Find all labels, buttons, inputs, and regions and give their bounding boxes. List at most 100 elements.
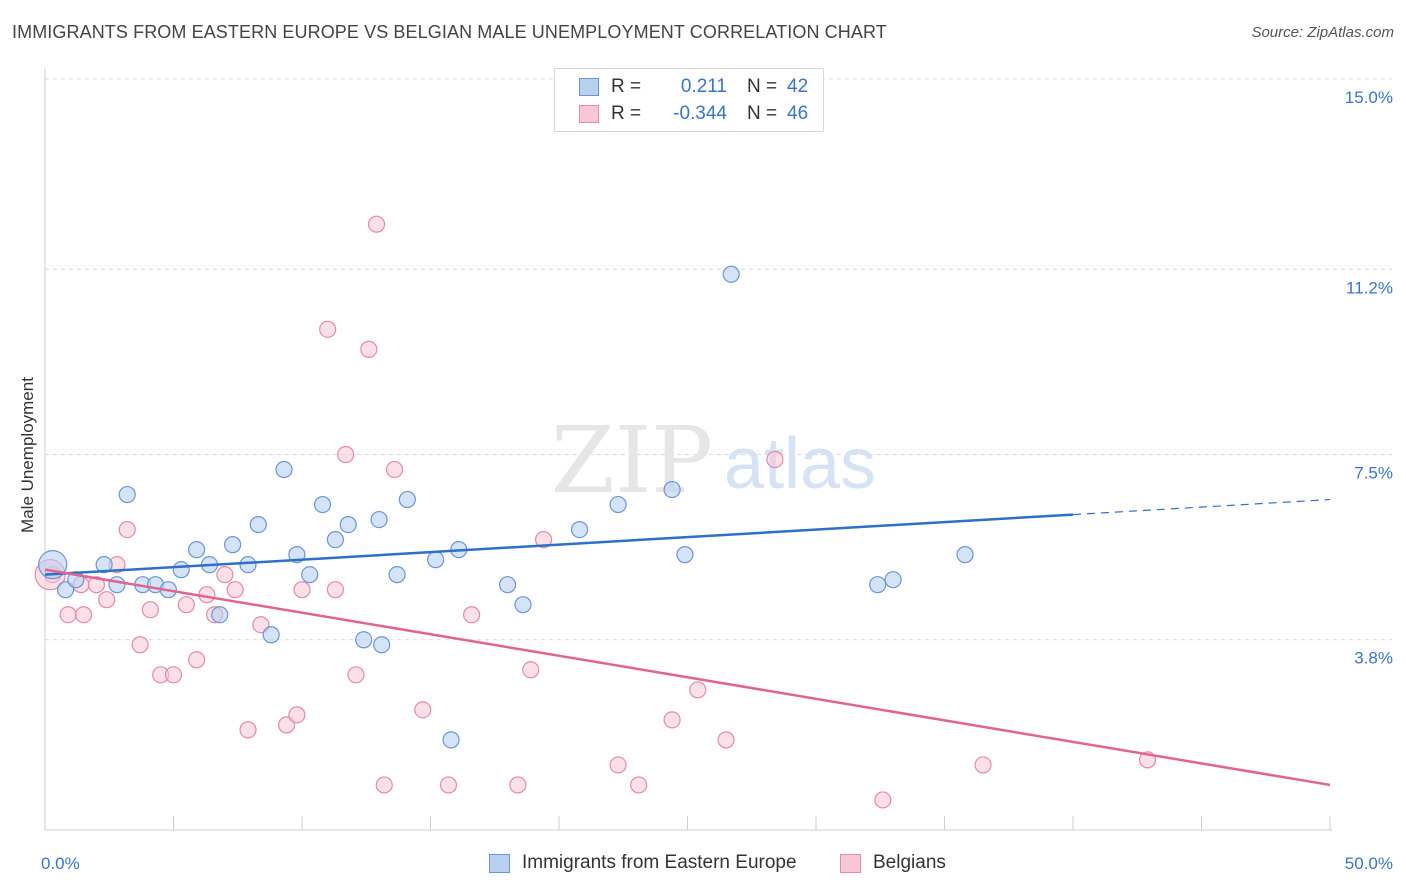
immigrants-point [427, 551, 445, 569]
y-tick-label-0: 3.8% [1354, 649, 1393, 668]
immigrants-point [262, 626, 280, 644]
belgians-point [385, 460, 404, 479]
y-tick-label-1: 7.5% [1354, 464, 1393, 483]
y-tick-label-2: 11.2% [1346, 278, 1393, 297]
immigrants-point [326, 531, 345, 549]
immigrants-trend-extension [1072, 498, 1331, 516]
belgians-point [59, 606, 77, 624]
immigrants-point [388, 566, 406, 584]
r-label: R = [611, 103, 642, 124]
immigrants-point [663, 480, 681, 499]
belgians-point [766, 450, 784, 469]
legend-swatch-pink [579, 105, 599, 123]
immigrants-point [514, 596, 532, 614]
belgians-point [534, 531, 553, 549]
belgians-point [522, 661, 540, 679]
legend-item-immigrants[interactable]: Immigrants from Eastern Europe [489, 852, 797, 874]
belgians-point [252, 616, 270, 634]
immigrants-point [355, 631, 373, 649]
immigrants-point [95, 556, 113, 574]
gridlines [45, 78, 1392, 641]
immigrants-point [869, 576, 887, 594]
immigrants-point [373, 636, 391, 654]
immigrants-point [275, 460, 293, 479]
y-axis-label: Male Unemployment [18, 377, 37, 533]
immigrants-point [56, 581, 75, 599]
legend-label-belgians: Belgians [873, 852, 946, 873]
belgians-point [293, 581, 311, 599]
legend-item-belgians[interactable]: Belgians [840, 852, 946, 874]
immigrants-point [211, 606, 229, 624]
legend-label-immigrants: Immigrants from Eastern Europe [522, 852, 797, 873]
watermark-zip: ZIP [551, 407, 713, 514]
belgians-point [375, 776, 393, 794]
y-tick-label-3: 15.0% [1345, 88, 1393, 107]
immigrants-point [249, 515, 267, 534]
immigrants-point [188, 541, 206, 559]
belgians-point [974, 756, 992, 774]
belgians-point [439, 776, 458, 794]
immigrants-point [172, 561, 190, 579]
immigrants-point [722, 265, 740, 283]
belgians-trend-line [44, 568, 1331, 787]
belgians-point [177, 596, 195, 614]
belgians-point [118, 520, 136, 539]
belgians-point [131, 636, 149, 654]
belgians-point [326, 581, 345, 599]
trend-lines [44, 498, 1331, 787]
immigrants-point [398, 490, 416, 509]
belgians-point [463, 606, 481, 624]
watermark: ZIP atlas [551, 407, 876, 514]
immigrants-point [108, 576, 126, 594]
belgians-point [509, 776, 527, 794]
immigrants-point [313, 495, 332, 514]
belgians-point [188, 651, 206, 669]
belgians-point [717, 731, 735, 749]
immigrants-point [370, 510, 388, 529]
series-legend: Immigrants from Eastern Europe Belgians [0, 852, 1406, 878]
belgians-point [319, 320, 337, 338]
x-tick-label-0: 0.0% [41, 854, 80, 873]
n-value: 46 [787, 103, 809, 124]
immigrants-trend-line [44, 513, 1074, 576]
axes [44, 68, 1332, 831]
n-value: 42 [787, 76, 809, 97]
stats-legend: R = 0.211 N = 42 R = -0.344 N = 46 [554, 68, 824, 132]
immigrants-point [676, 546, 694, 564]
immigrants-point [339, 515, 357, 534]
tick-labels: 3.8% 7.5% 11.2% 15.0% 0.0% 50.0% [41, 88, 1393, 873]
belgians-point [216, 566, 234, 584]
belgians-point [288, 706, 306, 724]
belgians-point [98, 591, 116, 609]
legend-swatch-pink [840, 853, 861, 873]
watermark-atlas: atlas [724, 424, 876, 504]
belgians-point [239, 721, 257, 739]
immigrants-point [956, 546, 974, 564]
belgians-point [74, 606, 93, 624]
belgians-point [414, 701, 432, 719]
immigrants-point [884, 571, 902, 589]
belgians-point [87, 576, 106, 594]
belgians-point [360, 340, 378, 358]
r-value: -0.344 [673, 103, 727, 124]
immigrants-point [301, 566, 319, 584]
source-label: Source: ZipAtlas.com [1251, 24, 1394, 41]
r-value: 0.211 [680, 76, 727, 97]
immigrants-point [570, 520, 589, 539]
x-tick-label-1: 50.0% [1345, 854, 1393, 873]
belgians-point [630, 776, 648, 794]
belgians-point [609, 756, 627, 774]
belgians-point [367, 215, 386, 233]
legend-row-immigrants: R = 0.211 N = 42 [579, 75, 808, 99]
immigrants-point [239, 556, 257, 574]
immigrants-points [38, 265, 974, 749]
belgians-point [689, 681, 707, 699]
belgians-point [164, 666, 183, 684]
belgians-point [277, 716, 296, 734]
legend-row-belgians: R = -0.344 N = 46 [579, 102, 808, 126]
belgians-point [663, 711, 681, 729]
r-label: R = [611, 76, 642, 97]
immigrants-point [609, 495, 627, 514]
belgians-point [141, 601, 159, 619]
